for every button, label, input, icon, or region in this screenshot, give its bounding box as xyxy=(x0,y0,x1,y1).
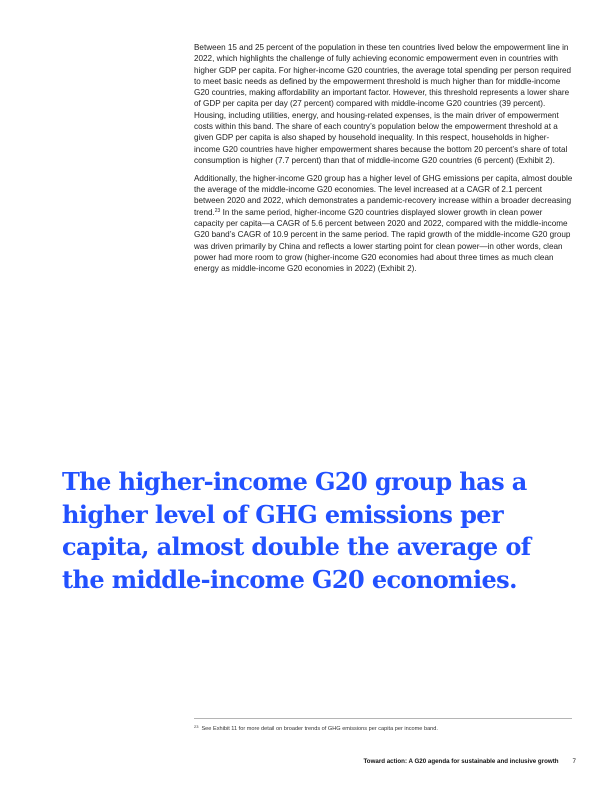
page-number: 7 xyxy=(572,758,576,765)
footnote-reference: 23 xyxy=(214,207,221,214)
body-text: Between 15 and 25 percent of the populat… xyxy=(194,42,574,281)
paragraph-2: Additionally, the higher-income G20 grou… xyxy=(194,173,574,275)
paragraph-2-text-end: In the same period, higher-income G20 co… xyxy=(194,207,571,274)
footnote-marker: 23 xyxy=(194,724,199,729)
paragraph-1: Between 15 and 25 percent of the populat… xyxy=(194,43,571,165)
footnote-divider xyxy=(194,718,572,719)
page-footer: Toward action: A G20 agenda for sustaina… xyxy=(0,758,576,766)
paragraph-2-text-start: Additionally, the higher-income G20 grou… xyxy=(194,173,573,217)
footnote: 23 See Exhibit 11 for more detail on broa… xyxy=(194,723,574,733)
footnote-text: See Exhibit 11 for more detail on broade… xyxy=(201,726,438,732)
footer-title: Toward action: A G20 agenda for sustaina… xyxy=(363,758,559,765)
pull-quote: The higher-income G20 group has a higher… xyxy=(62,467,531,594)
